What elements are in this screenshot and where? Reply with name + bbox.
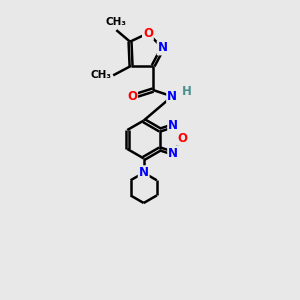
Text: O: O — [143, 27, 153, 40]
Text: O: O — [177, 132, 187, 145]
Text: H: H — [182, 85, 191, 98]
Text: CH₃: CH₃ — [90, 70, 111, 80]
Text: CH₃: CH₃ — [106, 17, 127, 27]
Text: N: N — [168, 119, 178, 132]
Text: N: N — [158, 41, 168, 55]
Text: N: N — [168, 147, 178, 160]
Text: O: O — [127, 90, 137, 103]
Text: N: N — [139, 166, 149, 179]
Text: N: N — [167, 90, 177, 103]
